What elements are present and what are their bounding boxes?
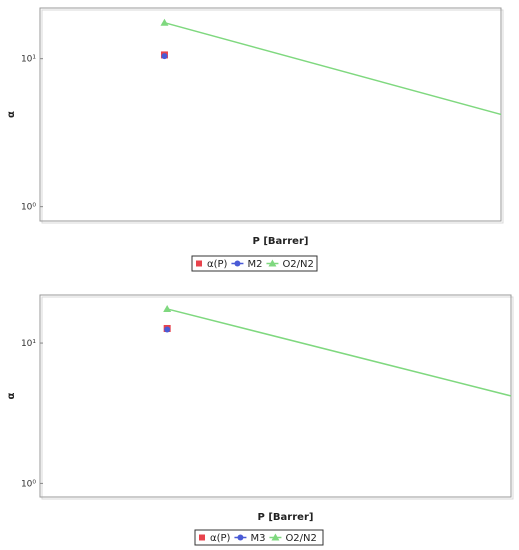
series-line-o2-n2 — [166, 308, 512, 397]
legend-swatch — [199, 534, 205, 541]
legend: α(P) M2 O2/N2 — [191, 255, 318, 272]
y-axis-label: α — [6, 392, 17, 399]
legend-entry: α(P) — [210, 533, 231, 544]
y-axis-label: α — [6, 111, 17, 118]
y-tick-label: 10¹ — [21, 55, 36, 65]
legend-swatch — [268, 259, 277, 267]
point-m2 — [161, 53, 168, 60]
plot-frame — [39, 294, 512, 498]
legend-entry: M3 — [250, 533, 265, 544]
series-line-o2-n2 — [164, 21, 502, 116]
x-axis-label: P [Barrer] — [253, 236, 309, 247]
chart-1: 10⁰ 10¹ α P [Barrer] α(P) M2 O2/N2 — [6, 7, 504, 272]
point-o2-n2 — [163, 304, 172, 312]
legend-entry: O2/N2 — [285, 533, 316, 544]
legend-swatch — [196, 260, 202, 267]
point-m3 — [164, 326, 171, 333]
y-tick-label: 10⁰ — [21, 479, 36, 489]
point-o2-n2 — [160, 18, 169, 26]
plot-frame-shadow — [41, 9, 504, 224]
legend: α(P) M3 O2/N2 — [194, 529, 324, 546]
legend-swatch — [234, 260, 241, 267]
y-tick-label: 10⁰ — [21, 203, 36, 213]
plot-frame-shadow — [41, 296, 514, 500]
legend-swatch — [237, 534, 244, 541]
legend-entry: α(P) — [207, 259, 228, 270]
legend-box — [194, 529, 324, 546]
y-tick-label: 10¹ — [21, 339, 36, 349]
legend-entry: M2 — [247, 259, 262, 270]
legend-swatch — [271, 533, 280, 541]
chart-2: 10⁰ 10¹ α P [Barrer] α(P) M3 O2/N2 — [6, 294, 514, 546]
plot-frame — [39, 7, 502, 222]
x-axis-label: P [Barrer] — [258, 512, 314, 523]
legend-box — [191, 255, 318, 272]
legend-entry: O2/N2 — [282, 259, 313, 270]
